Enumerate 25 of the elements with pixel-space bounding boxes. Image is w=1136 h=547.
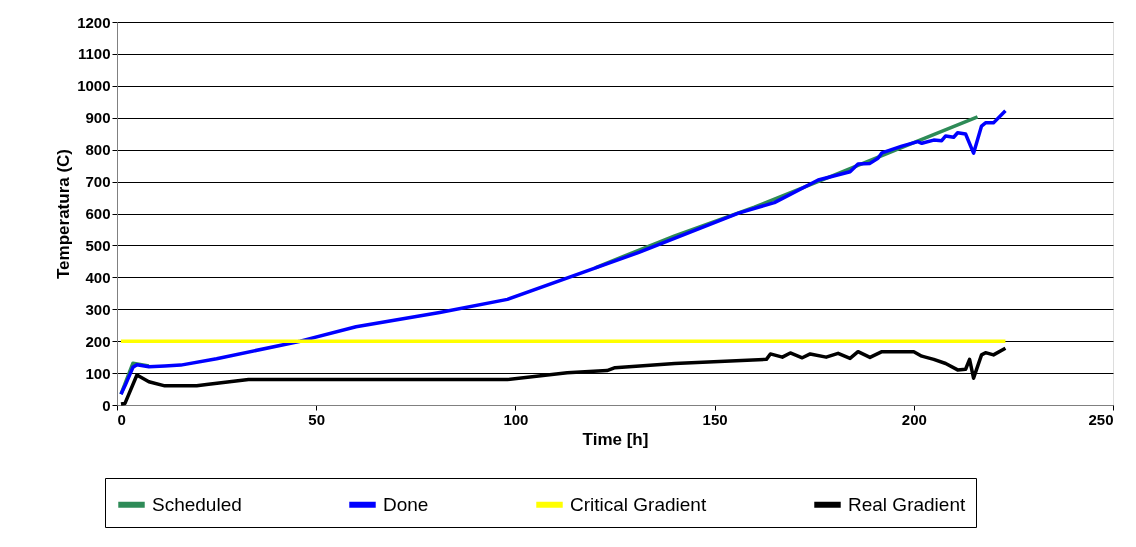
y-tick-label: 800 bbox=[85, 141, 111, 159]
y-tick-label: 600 bbox=[85, 205, 111, 222]
y-tick-label: 0 bbox=[102, 396, 111, 414]
x-tick-label: 250 bbox=[1088, 410, 1114, 428]
y-tick-label: 700 bbox=[85, 173, 111, 191]
y-tick-label: 400 bbox=[85, 268, 111, 286]
y-tick-label: 500 bbox=[85, 236, 111, 254]
legend-label: Scheduled bbox=[152, 493, 242, 515]
x-tick-label: 200 bbox=[901, 410, 927, 428]
y-tick-label: 1100 bbox=[77, 45, 111, 63]
legend-label: Real Gradient bbox=[848, 493, 966, 515]
y-tick-label: 200 bbox=[85, 332, 111, 350]
x-axis-title: Time [h] bbox=[582, 429, 649, 449]
x-tick-label: 0 bbox=[117, 410, 126, 428]
y-tick-label: 1200 bbox=[77, 13, 111, 31]
y-axis-title: Temperatura (C) bbox=[54, 148, 74, 280]
x-tick-label: 150 bbox=[702, 410, 728, 428]
x-tick-label: 100 bbox=[503, 410, 529, 428]
legend-label: Critical Gradient bbox=[570, 493, 707, 515]
y-tick-label: 1000 bbox=[77, 77, 111, 95]
legend-label: Done bbox=[383, 493, 429, 515]
x-tick-label: 50 bbox=[308, 410, 326, 428]
y-tick-label: 100 bbox=[85, 364, 111, 382]
y-tick-label: 900 bbox=[85, 109, 111, 127]
y-tick-label: 300 bbox=[85, 300, 111, 318]
